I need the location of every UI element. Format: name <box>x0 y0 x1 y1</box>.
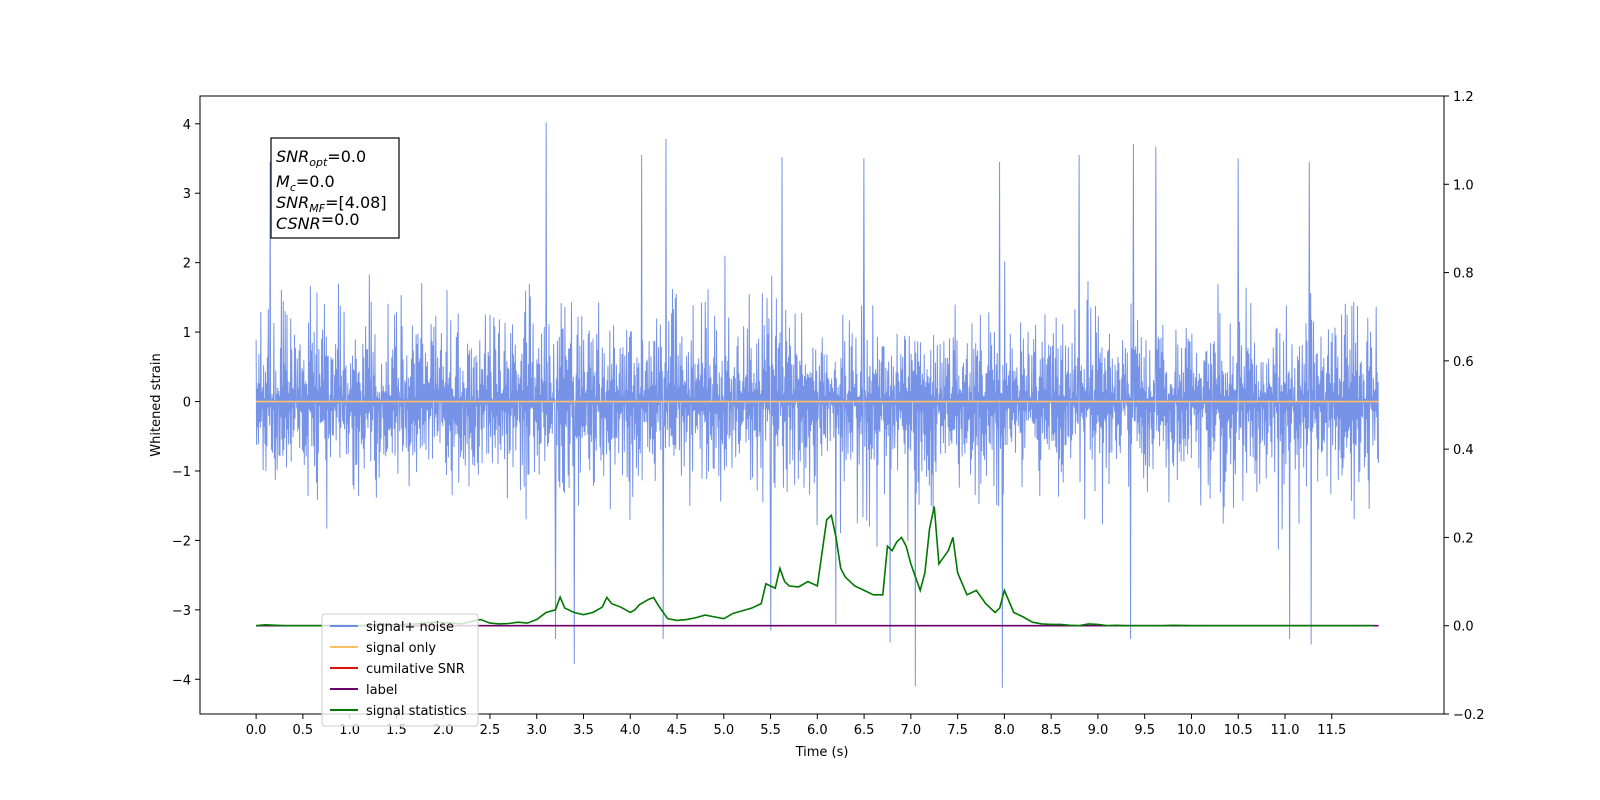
x-tick-label: 7.0 <box>901 723 922 738</box>
y-tick-label-left: −2 <box>172 534 191 549</box>
x-tick-label: 9.5 <box>1134 723 1155 738</box>
x-tick-label: 1.5 <box>386 723 407 738</box>
y-tick-label-right: 0.2 <box>1453 531 1474 546</box>
legend-label: signal only <box>366 641 436 656</box>
legend-label: cumilative SNR <box>366 662 465 677</box>
y-tick-label-left: 1 <box>183 326 191 341</box>
y-tick-label-right: −0.2 <box>1453 708 1485 723</box>
x-tick-label: 6.5 <box>854 723 875 738</box>
series-layer <box>255 122 1380 688</box>
y-tick-label-right: 1.0 <box>1453 178 1474 193</box>
plot-area-frame <box>199 95 1445 715</box>
series-signal-statistics-line <box>256 506 1374 627</box>
series-signal-noise-line <box>255 122 1380 688</box>
legend-label: signal statistics <box>366 704 467 719</box>
annotation-box-border <box>270 137 400 239</box>
y-tick-label-left: 3 <box>183 187 191 202</box>
x-tick-label: 8.0 <box>994 723 1015 738</box>
x-tick-label: 8.5 <box>1041 723 1062 738</box>
x-tick-label: 4.5 <box>667 723 688 738</box>
y-tick-label-left: −3 <box>172 604 191 619</box>
x-tick-label: 1.0 <box>339 723 360 738</box>
annotation-line: Mc=0.0 <box>276 172 335 194</box>
ticks-layer: 0.0 0.5 1.0 1.5 2.0 2.5 3.0 3.5 4.0 4.5 5.0 5.5 6.0 6… <box>172 90 1485 738</box>
x-tick-label: 11.5 <box>1317 723 1346 738</box>
x-tick-label: 5.5 <box>760 723 781 738</box>
x-tick-label: 4.0 <box>620 723 641 738</box>
x-tick-label: 0.5 <box>293 723 314 738</box>
x-tick-label: 11.0 <box>1271 723 1300 738</box>
y-tick-label-right: 0.6 <box>1453 355 1474 370</box>
x-axis-title: Time (s) <box>795 745 849 760</box>
x-tick-label: 3.0 <box>526 723 547 738</box>
annotation-line: SNRMF=[4.08] <box>276 193 387 215</box>
y-tick-label-right: 1.2 <box>1453 90 1474 105</box>
x-tick-label: 0.0 <box>246 723 267 738</box>
y-tick-label-right: 0.4 <box>1453 443 1474 458</box>
x-tick-label: 2.0 <box>433 723 454 738</box>
x-tick-label: 7.5 <box>947 723 968 738</box>
y-tick-label-left: 2 <box>183 257 191 272</box>
annotation-line: CSNR=0.0 <box>276 210 360 233</box>
y-axis-title-left: Whitened strain <box>149 353 164 456</box>
y-tick-label-left: 4 <box>183 118 191 133</box>
legend: signal+ noise signal only cumilative SNR la… <box>321 613 479 727</box>
annotation-line: SNRopt=0.0 <box>276 147 366 169</box>
y-tick-label-right: 0.0 <box>1453 620 1474 635</box>
y-tick-label-left: −4 <box>172 673 191 688</box>
y-tick-label-left: −1 <box>172 465 191 480</box>
x-tick-label: 10.0 <box>1177 723 1206 738</box>
x-tick-label: 9.0 <box>1088 723 1109 738</box>
annotation-box: SNRopt=0.0 Mc=0.0 SNRMF=[4.08] CSNR=0.0 <box>270 137 400 239</box>
y-tick-label-left: 0 <box>183 396 191 411</box>
x-tick-label: 2.5 <box>480 723 501 738</box>
x-tick-label: 10.5 <box>1224 723 1253 738</box>
x-tick-label: 5.0 <box>713 723 734 738</box>
legend-label: signal+ noise <box>366 620 454 635</box>
legend-frame <box>321 613 479 727</box>
legend-label: label <box>366 683 397 698</box>
x-tick-label: 6.0 <box>807 723 828 738</box>
x-tick-label: 3.5 <box>573 723 594 738</box>
y-tick-label-right: 0.8 <box>1453 267 1474 282</box>
